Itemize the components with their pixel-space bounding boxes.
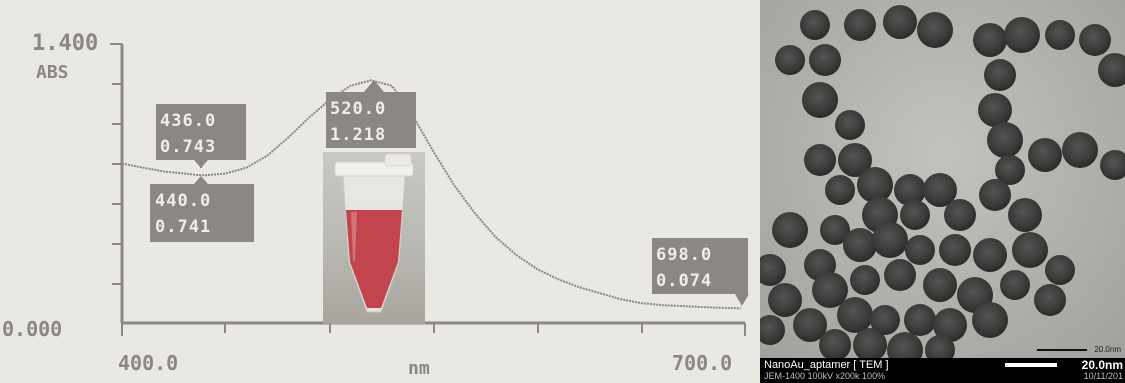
nanoparticle	[857, 167, 893, 203]
nanoparticle	[760, 315, 785, 345]
tem-sample-title: NanoAu_aptamer [ TEM ]	[764, 359, 889, 371]
x-axis-label: nm	[408, 358, 430, 379]
nanoparticle	[843, 228, 877, 262]
nanoparticle	[870, 305, 900, 335]
peak-annotation-698: 698.0 0.074	[652, 238, 749, 306]
annotation-wavelength: 698.0	[656, 245, 712, 265]
nanoparticle	[905, 235, 935, 265]
gold-nanoparticle-tube-photo	[323, 152, 425, 324]
nanoparticle	[1098, 53, 1125, 87]
nanoparticle	[884, 259, 916, 291]
nanoparticle	[933, 308, 967, 342]
annotation-wavelength: 440.0	[155, 191, 211, 211]
nanoparticle	[1012, 232, 1048, 268]
nanoparticle	[872, 222, 908, 258]
nanoparticle	[837, 297, 873, 333]
y-max-tick-label: 1.400	[32, 31, 98, 56]
annotation-absorbance: 1.218	[330, 125, 386, 145]
nanoparticle	[923, 268, 957, 302]
nanoparticle	[800, 10, 830, 40]
nanoparticle	[809, 44, 841, 76]
nanoparticle	[979, 179, 1011, 211]
y-minor-ticks	[110, 43, 122, 285]
nanoparticle	[894, 174, 926, 206]
x-min-tick-label: 400.0	[118, 351, 178, 375]
x-minor-ticks	[121, 323, 746, 336]
nanoparticle	[1100, 150, 1125, 180]
nanoparticle	[1045, 20, 1075, 50]
nanoparticle	[760, 254, 786, 286]
nanoparticle	[819, 329, 851, 361]
nanoparticle	[820, 215, 850, 245]
nanoparticle	[853, 328, 887, 362]
tem-nanoparticle-image	[760, 0, 1125, 383]
absorbance-spectrum-chart: 1.400 ABS 0.000 400.0 nm 700.0 436.0 0.7…	[2, 31, 749, 379]
nanoparticle	[944, 199, 976, 231]
nanoparticle	[1079, 24, 1111, 56]
nanoparticle	[768, 283, 802, 317]
nanoparticle	[793, 308, 827, 342]
nanoparticle	[984, 59, 1016, 91]
peak-annotation-436: 436.0 0.743	[156, 104, 246, 168]
nanoparticle	[804, 144, 836, 176]
tem-micrograph-panel: 20.0nm NanoAu_aptamer [ TEM ] JEM-1400 1…	[760, 0, 1125, 383]
nanoparticle	[978, 93, 1012, 127]
annotation-wavelength: 520.0	[330, 99, 386, 119]
nanoparticle	[772, 212, 808, 248]
nanoparticle	[900, 200, 930, 230]
nanoparticle	[1000, 270, 1030, 300]
nanoparticle	[838, 143, 872, 177]
nanoparticle	[973, 23, 1007, 57]
nanoparticle	[825, 175, 855, 205]
annotation-wavelength: 436.0	[160, 111, 216, 131]
small-scale-bar	[1037, 349, 1087, 351]
absorbance-line	[121, 79, 741, 310]
nanoparticle	[987, 122, 1023, 158]
peak-annotation-520: 520.0 1.218	[326, 80, 416, 148]
tem-date: 10/11/201	[1083, 371, 1123, 381]
nanoparticle	[972, 302, 1008, 338]
nanoparticle	[925, 335, 955, 365]
nanoparticle	[812, 272, 848, 308]
nanoparticle	[995, 155, 1025, 185]
nanoparticle	[850, 265, 880, 295]
nanoparticle	[1045, 255, 1075, 285]
y-min-tick-label: 0.000	[2, 317, 62, 341]
nanoparticle	[802, 82, 838, 118]
y-axis-label: ABS	[36, 62, 69, 83]
nanoparticle	[844, 9, 876, 41]
scale-bar	[1005, 363, 1057, 367]
annotation-absorbance: 0.743	[160, 137, 216, 157]
nanoparticle	[835, 110, 865, 140]
nanoparticle	[1004, 17, 1040, 53]
nanoparticle	[973, 238, 1007, 272]
nanoparticle	[883, 5, 917, 39]
nanoparticle	[939, 234, 971, 266]
nanoparticle	[917, 12, 953, 48]
nanoparticle	[775, 45, 805, 75]
nanoparticle	[1062, 132, 1098, 168]
scale-label: 20.0nm	[1081, 358, 1123, 372]
tem-info-bar: NanoAu_aptamer [ TEM ] JEM-1400 100kV x2…	[760, 358, 1125, 383]
annotation-absorbance: 0.741	[155, 217, 211, 237]
x-max-tick-label: 700.0	[672, 351, 732, 375]
gold-nanoparticles	[760, 5, 1125, 368]
nanoparticle	[904, 304, 936, 336]
small-scale-label: 20.0nm	[1094, 345, 1121, 354]
annotation-absorbance: 0.074	[656, 271, 712, 291]
uv-vis-spectrum-panel: 1.400 ABS 0.000 400.0 nm 700.0 436.0 0.7…	[0, 0, 760, 383]
peak-annotation-440: 440.0 0.741	[150, 176, 254, 242]
nanoparticle	[1034, 284, 1066, 316]
microcentrifuge-tube-icon	[334, 153, 414, 313]
nanoparticle	[1028, 138, 1062, 172]
nanoparticle	[1008, 198, 1042, 232]
tem-instrument-info: JEM-1400 100kV x200k 100%	[764, 371, 886, 381]
nanoparticle	[923, 173, 957, 207]
